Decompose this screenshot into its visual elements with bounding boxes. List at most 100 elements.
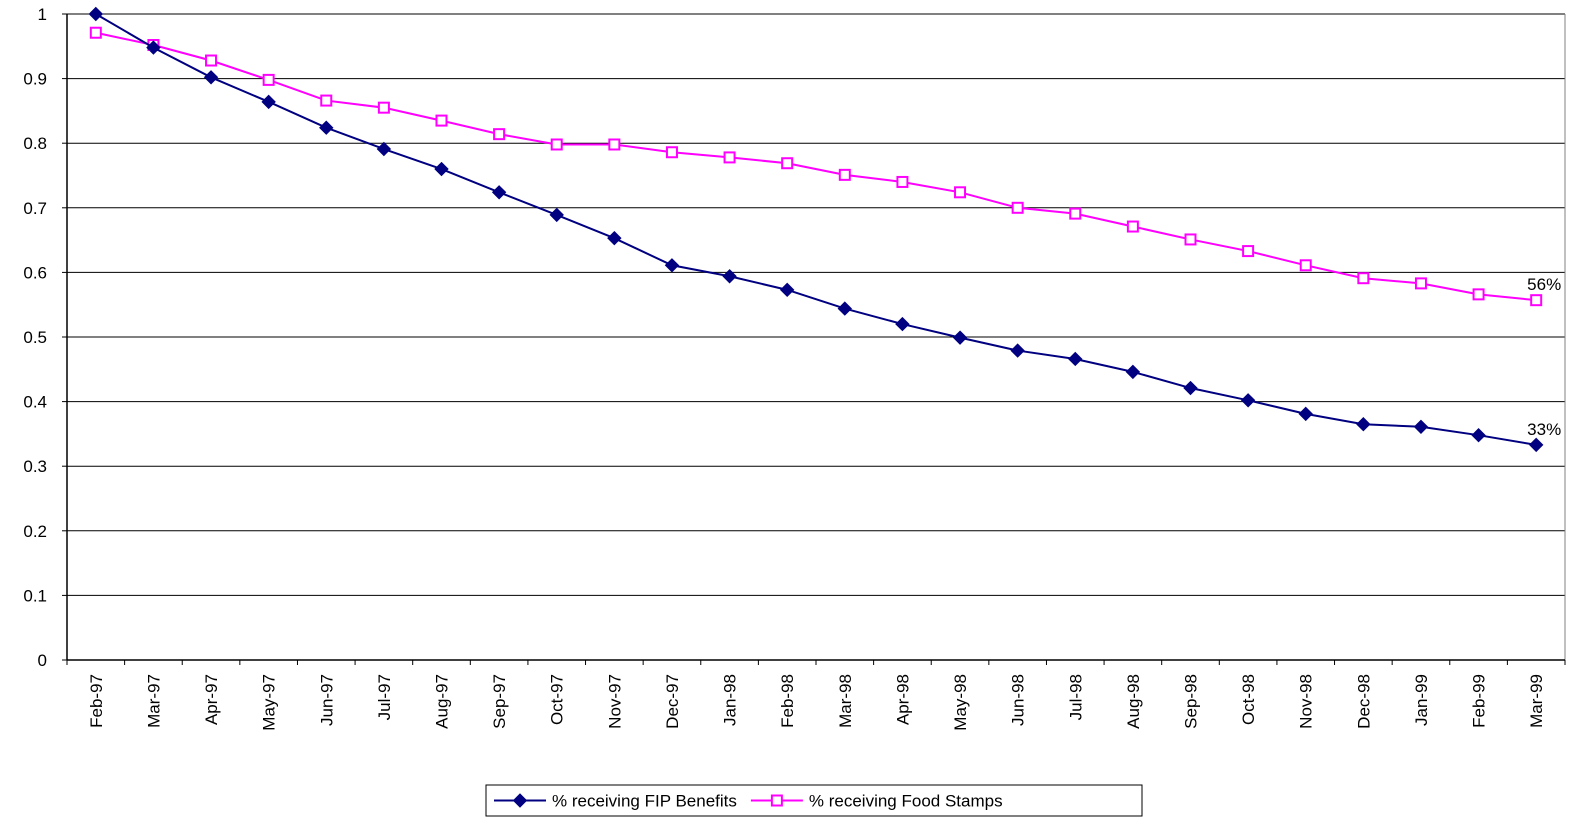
x-tick-label: Jun-97 [317,674,336,726]
x-tick-label: Jan-99 [1412,674,1431,726]
data-point [205,54,218,67]
data-point [607,230,622,246]
x-tick-label: Aug-98 [1124,674,1143,729]
x-tick-label: Jul-97 [375,674,394,720]
x-tick-label: Jan-98 [721,674,740,726]
x-tick-label: Jul-98 [1066,674,1085,720]
data-point [491,185,507,200]
data-point [1068,351,1083,367]
data-point [550,138,563,151]
data-point [896,175,909,188]
x-tick-label: Nov-97 [605,674,624,729]
y-tick-label: 0.9 [23,70,47,89]
y-tick-label: 0.1 [23,586,47,605]
y-tick-label: 0.4 [23,393,47,412]
y-tick-label: 0.2 [23,522,47,541]
data-point [608,138,621,151]
data-point [1242,245,1255,258]
x-tick-label: Sep-97 [490,674,509,729]
data-point [1125,364,1141,380]
data-point [1184,233,1197,246]
data-point [262,73,275,86]
x-tick-label: Oct-97 [548,674,567,725]
data-point [512,793,528,808]
end-value-label: 33% [1527,420,1561,439]
gridlines [67,13,1565,596]
data-point [781,157,794,170]
data-point [1413,419,1429,435]
series-line [95,31,1537,302]
data-point [1299,259,1312,272]
series-group [88,6,1544,453]
data-point [1069,207,1082,220]
data-point [837,301,853,316]
series-line [95,13,1537,446]
y-axis: 0 0.1 0.2 0.3 0.4 0.5 0.6 0.7 0.8 0.9 1 [23,5,1566,670]
data-point [723,151,736,164]
x-tick-label: Oct-98 [1239,674,1258,725]
x-tick-label: May-97 [260,674,279,731]
end-value-label: 56% [1527,275,1561,294]
data-point [722,269,737,284]
data-point [493,128,506,141]
data-point [1528,437,1544,453]
data-point [320,94,333,107]
data-point [1011,201,1024,214]
data-point [376,141,392,157]
data-point [665,146,678,159]
y-tick-label: 0.7 [23,199,47,218]
x-tick-label: Sep-98 [1182,674,1201,729]
data-point [1298,406,1313,422]
x-tick-label: Jun-98 [1009,674,1028,726]
x-tick-label: Aug-97 [433,674,452,729]
x-tick-label: Feb-98 [778,674,797,728]
legend: % receiving FIP Benefits % receiving Food… [485,784,1143,817]
data-point [434,161,449,177]
data-point [1471,427,1486,443]
x-tick-label: Dec-98 [1354,674,1373,729]
data-point [954,186,967,199]
data-point [435,114,448,127]
x-tick-label: May-98 [951,674,970,731]
data-labels: 33% 56% [1527,275,1561,439]
x-tick-label: Feb-99 [1470,674,1489,728]
y-tick-label: 1 [38,5,47,24]
x-tick-label: Apr-97 [202,674,221,725]
data-point [319,120,334,135]
data-point [146,40,161,55]
data-point [779,282,795,298]
data-point [1183,380,1198,396]
x-tick-label: Apr-98 [893,674,912,725]
x-tick-label: Mar-98 [836,674,855,728]
data-point [203,70,219,85]
data-point [1357,272,1370,285]
data-point [1126,220,1139,233]
data-point [549,207,564,223]
legend-entry: % receiving Food Stamps [809,792,1003,811]
y-tick-label: 0.8 [23,134,47,153]
data-point [895,316,910,332]
x-tick-label: Mar-97 [144,674,163,728]
y-tick-label: 0.5 [23,328,47,347]
data-point [88,6,104,22]
data-point [770,794,783,807]
data-point [89,26,102,39]
legend-entry: % receiving FIP Benefits [552,792,737,811]
data-point [1240,393,1256,408]
x-tick-label: Feb-97 [87,674,106,728]
data-point [838,168,851,181]
legend-box [485,784,1143,817]
y-tick-label: 0.3 [23,457,47,476]
data-point [377,101,390,114]
data-point [1414,277,1427,290]
data-point [664,258,680,273]
data-point [1356,417,1371,432]
data-point [1010,343,1025,358]
x-tick-label: Mar-99 [1527,674,1546,728]
data-point [1530,294,1543,307]
y-tick-label: 0 [38,651,47,670]
x-tick-label: Nov-98 [1297,674,1316,729]
data-point [952,330,968,345]
x-tick-label: Dec-97 [663,674,682,729]
